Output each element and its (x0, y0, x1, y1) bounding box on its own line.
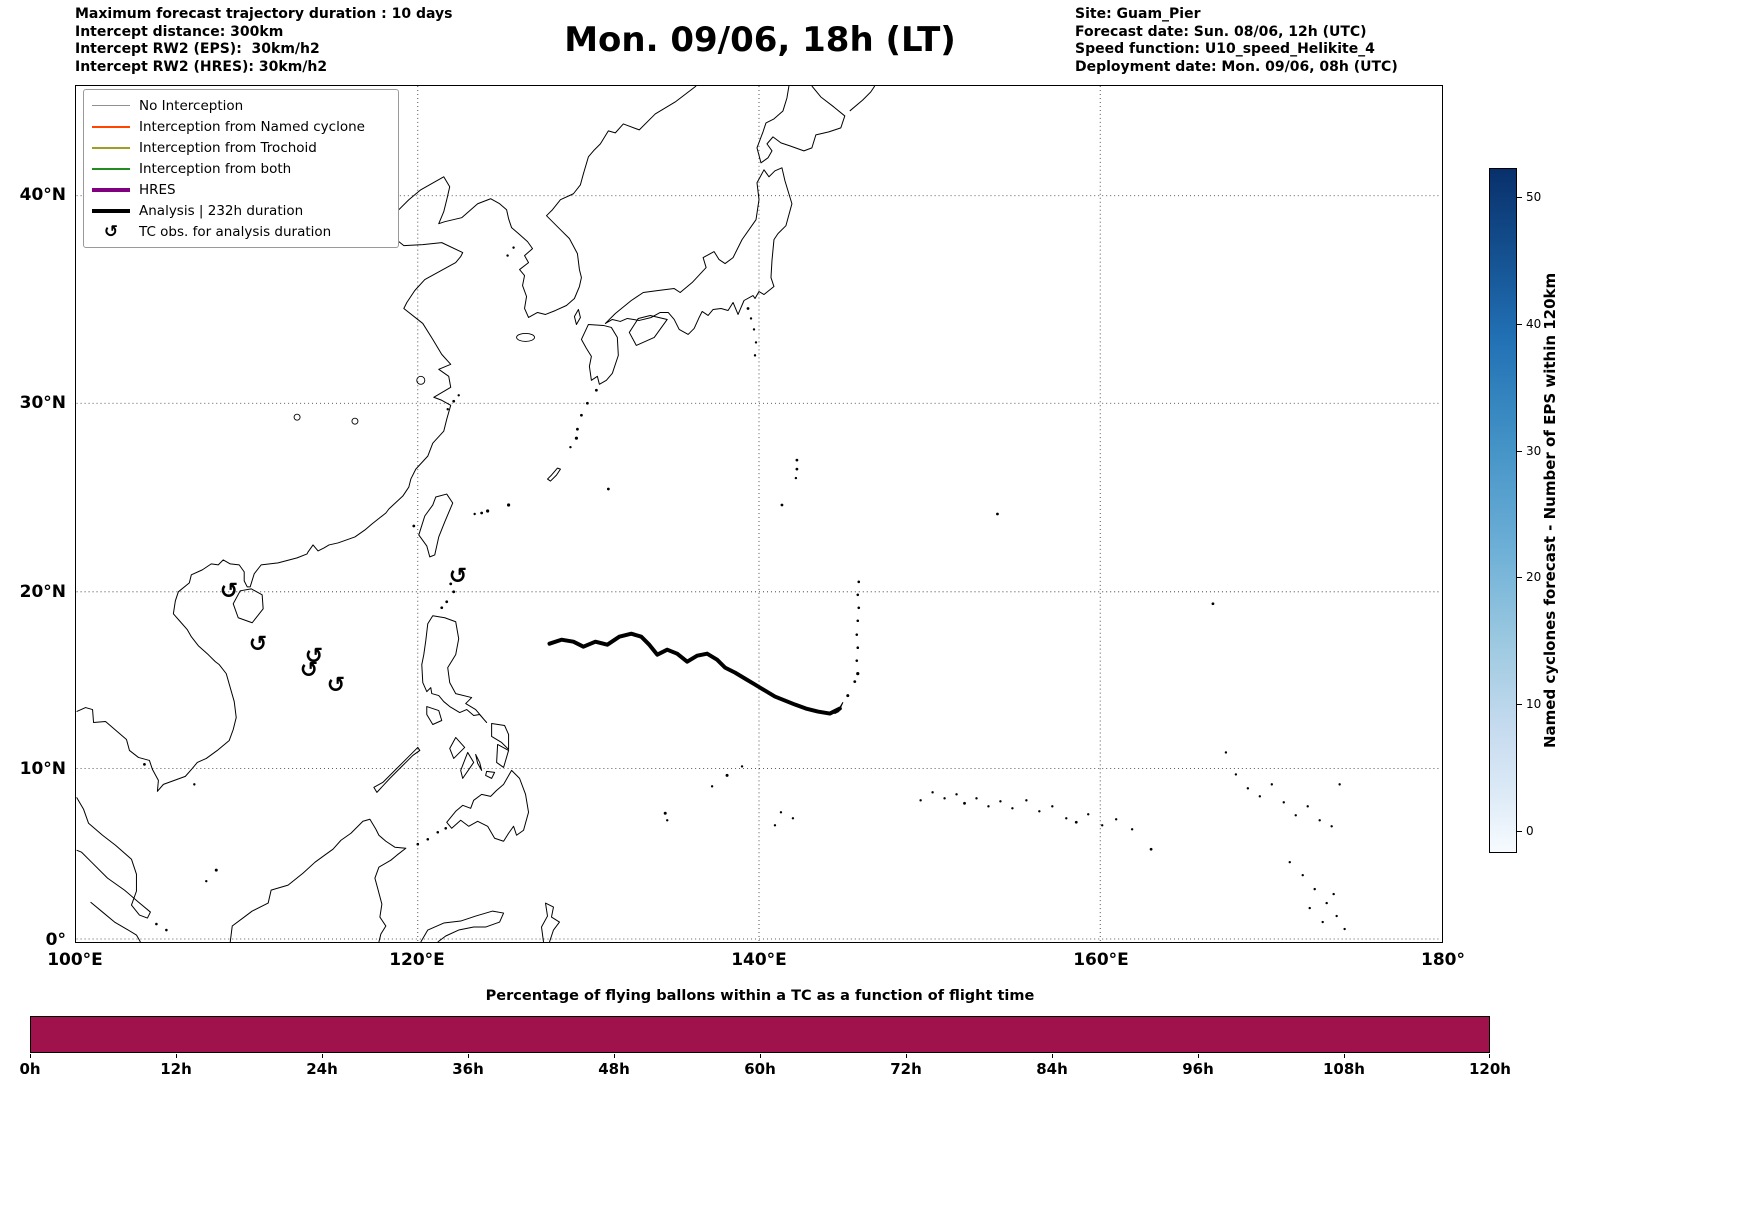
tc-obs-marker: ↺ (219, 578, 239, 604)
footer-tick-mark (1198, 1054, 1199, 1058)
legend-line-sample (92, 146, 130, 149)
legend-item-label: HRES (139, 181, 176, 198)
tc-obs-marker: ↺ (248, 631, 268, 657)
footer-tick-mark (322, 1054, 323, 1058)
map-svg (76, 86, 1442, 942)
colorbar-tick-label: 20 (1526, 570, 1542, 584)
legend-item-label: Interception from Trochoid (139, 139, 317, 156)
footer-tick-label: 120h (1469, 1060, 1511, 1078)
meta-line: Deployment date: Mon. 09/06, 08h (UTC) (1075, 58, 1398, 75)
legend-item-label: Interception from Named cyclone (139, 118, 365, 135)
colorbar (1489, 168, 1517, 853)
colorbar-label: Named cyclones forecast - Number of EPS … (1541, 272, 1559, 749)
legend-line-sample (92, 167, 130, 170)
legend-line-sample (92, 125, 130, 128)
tc-obs-marker: ↺ (326, 672, 346, 698)
run-param-line: Intercept RW2 (EPS): 30km/h2 (75, 41, 320, 57)
island-dots (143, 246, 1346, 932)
y-axis-label: 10°N (19, 759, 66, 779)
colorbar-tick-label: 10 (1526, 697, 1542, 711)
footer-tick-mark (906, 1054, 907, 1058)
x-axis-label: 180° (1421, 950, 1465, 970)
colorbar-tick-label: 30 (1526, 444, 1542, 458)
x-axis-label: 120°E (389, 950, 445, 970)
footer-tick-label: 12h (160, 1060, 192, 1078)
legend-item: Interception from both (92, 158, 390, 179)
colorbar-tick-mark (1517, 577, 1522, 578)
footer-tick-label: 84h (1036, 1060, 1068, 1078)
legend-line-sample (92, 105, 130, 106)
y-axis-label: 20°N (19, 582, 66, 602)
lakes (293, 332, 535, 425)
footer-tick-label: 24h (306, 1060, 338, 1078)
x-axis-label: 140°E (731, 950, 787, 970)
footer-tick-mark (468, 1054, 469, 1058)
colorbar-tick-label: 0 (1526, 824, 1534, 838)
tc-obs-icon: ↺ (103, 221, 119, 242)
footer-tick-mark (1344, 1054, 1345, 1058)
colorbar-tick-label: 40 (1526, 317, 1542, 331)
footer-tick-mark (614, 1054, 615, 1058)
tc-obs-marker: ↺ (299, 657, 319, 683)
footer-tick-mark (760, 1054, 761, 1058)
footer-tick-label: 60h (744, 1060, 776, 1078)
colorbar-tick-mark (1517, 831, 1522, 832)
legend-item-label: Analysis | 232h duration (139, 202, 304, 219)
analysis-trajectory (547, 631, 842, 716)
forecast-metadata: Site: Guam_Pier Forecast date: Sun. 08/0… (1075, 6, 1398, 76)
legend-item: Analysis | 232h duration (92, 200, 390, 221)
footer-tick-label: 48h (598, 1060, 630, 1078)
footer-percentage-band (30, 1016, 1490, 1053)
footer-tick-label: 108h (1323, 1060, 1365, 1078)
footer-tick-label: 36h (452, 1060, 484, 1078)
footer-tick-label: 0h (19, 1060, 41, 1078)
legend-line-sample (92, 187, 130, 192)
colorbar-tick-mark (1517, 197, 1522, 198)
legend-line-sample (92, 208, 130, 213)
legend-item-label: TC obs. for analysis duration (139, 223, 332, 240)
x-axis-label: 160°E (1073, 950, 1129, 970)
map-panel: ↺ ↺ ↺ ↺ ↺ ↺ No Interception Interception… (75, 85, 1443, 943)
tc-obs-marker: ↺ (304, 643, 324, 669)
colorbar-tick-mark (1517, 704, 1522, 705)
footer-tick-mark (1489, 1054, 1490, 1058)
figure-title: Mon. 09/06, 18h (LT) (564, 20, 956, 60)
meta-line: Site: Guam_Pier (1075, 6, 1201, 22)
run-param-line: Intercept RW2 (HRES): 30km/h2 (75, 58, 328, 75)
footer-chart-title: Percentage of flying ballons within a TC… (485, 988, 1035, 1004)
footer-tick-label: 72h (890, 1060, 922, 1078)
footer-tick-mark (176, 1054, 177, 1058)
x-axis-label: 100°E (47, 950, 103, 970)
legend-item: Interception from Named cyclone (92, 116, 390, 137)
legend-item: HRES (92, 179, 390, 200)
footer-tick-mark (1052, 1054, 1053, 1058)
tc-obs-marker: ↺ (448, 563, 468, 589)
legend-item: No Interception (92, 95, 390, 116)
legend-item-label: Interception from both (139, 160, 292, 177)
map-legend: No Interception Interception from Named … (83, 89, 399, 248)
legend-item-label: No Interception (139, 97, 244, 114)
y-axis-label: 0° (45, 930, 66, 950)
colorbar-tick-mark (1517, 324, 1522, 325)
meta-line: Forecast date: Sun. 08/06, 12h (UTC) (1075, 23, 1367, 40)
y-axis-label: 40°N (19, 185, 66, 205)
meta-line: Speed function: U10_speed_Helikite_4 (1075, 41, 1375, 57)
footer-tick-mark (30, 1054, 31, 1058)
colorbar-tick-label: 50 (1526, 190, 1542, 204)
footer-tick-label: 96h (1182, 1060, 1214, 1078)
legend-item: Interception from Trochoid (92, 137, 390, 158)
run-parameters: Maximum forecast trajectory duration : 1… (75, 6, 452, 76)
legend-item: ↺ TC obs. for analysis duration (92, 221, 390, 242)
run-param-line: Maximum forecast trajectory duration : 1… (75, 6, 453, 22)
y-axis-label: 30°N (19, 393, 66, 413)
run-param-line: Intercept distance: 300km (75, 23, 284, 40)
colorbar-tick-mark (1517, 451, 1522, 452)
coastlines (76, 86, 876, 942)
